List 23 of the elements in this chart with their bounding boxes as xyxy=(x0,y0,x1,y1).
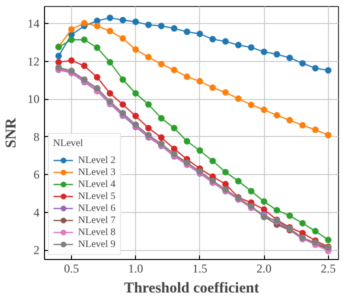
legend-label: NLevel 9 xyxy=(78,238,116,250)
y-tick-label: 10 xyxy=(28,92,40,106)
y-tick-label: 2 xyxy=(34,243,40,258)
legend-label: NLevel 2 xyxy=(78,154,116,166)
legend-label: NLevel 6 xyxy=(78,202,116,214)
y-tick-label: 4 xyxy=(34,205,40,220)
legend-label: NLevel 7 xyxy=(78,214,116,226)
y-tick-label: 14 xyxy=(28,16,40,30)
y-tick-label: 12 xyxy=(28,54,40,68)
x-tick-label: 1.5 xyxy=(192,262,208,276)
legend-label: NLevel 8 xyxy=(78,226,116,238)
legend-title: NLevel xyxy=(53,138,84,149)
y-axis-title: SNR xyxy=(4,118,20,148)
x-tick-label: 2.5 xyxy=(320,262,336,276)
x-tick-label: 2.0 xyxy=(256,262,272,276)
x-tick-label: 0.5 xyxy=(64,262,79,276)
x-axis-title: Threshold coefficient xyxy=(124,280,260,296)
legend-label: NLevel 3 xyxy=(78,166,116,178)
x-tick-label: 1.0 xyxy=(128,262,144,276)
y-tick-label: 8 xyxy=(34,130,40,144)
legend-label: NLevel 4 xyxy=(78,178,116,190)
legend-label: NLevel 5 xyxy=(78,190,116,202)
y-tick-label: 6 xyxy=(34,168,40,182)
